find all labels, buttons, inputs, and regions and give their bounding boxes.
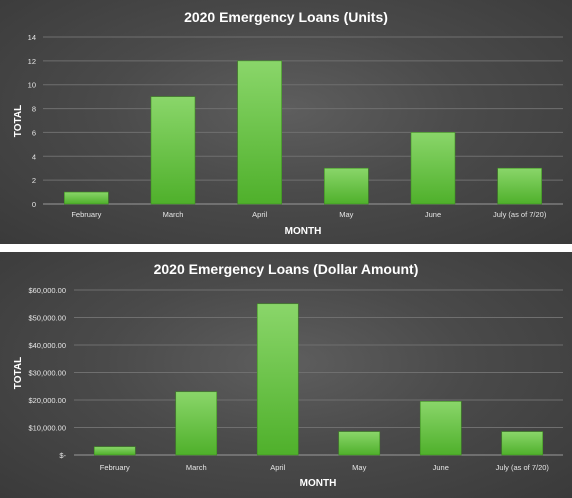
- x-tick-label: February: [100, 463, 130, 472]
- dollar-chart-panel: 2020 Emergency Loans (Dollar Amount) MON…: [0, 252, 572, 498]
- bar: [497, 167, 542, 205]
- x-tick-label: April: [270, 463, 285, 472]
- bar: [338, 431, 381, 456]
- x-tick-label: May: [352, 463, 366, 472]
- x-tick-label: March: [186, 463, 207, 472]
- bar: [237, 60, 282, 205]
- bar: [150, 96, 196, 205]
- bar: [93, 446, 136, 456]
- x-axis-title: MONTH: [300, 478, 337, 489]
- y-tick-label: 4: [32, 152, 36, 161]
- y-tick-label: 6: [32, 128, 36, 137]
- bar: [175, 391, 218, 456]
- y-tick-label: 0: [32, 200, 36, 209]
- x-axis-title: MONTH: [285, 226, 322, 237]
- bar: [419, 401, 462, 456]
- units-chart: 2020 Emergency Loans (Units) MONTH TOTAL…: [13, 9, 563, 237]
- x-tick-label: July (as of 7/20): [496, 463, 550, 472]
- y-tick-label: $-: [59, 451, 66, 460]
- y-tick-label: $40,000.00: [28, 341, 66, 350]
- x-tick-label: February: [71, 210, 101, 219]
- y-tick-label: $20,000.00: [28, 396, 66, 405]
- y-tick-label: 8: [32, 105, 36, 114]
- x-tick-label: March: [163, 210, 184, 219]
- y-tick-label: 2: [32, 176, 36, 185]
- y-axis-title: TOTAL: [13, 357, 24, 389]
- bar: [410, 132, 456, 205]
- bar: [256, 303, 299, 456]
- y-tick-label: $10,000.00: [28, 424, 66, 433]
- bar: [64, 191, 109, 205]
- x-tick-label: June: [433, 463, 449, 472]
- x-tick-label: April: [252, 210, 267, 219]
- y-tick-label: $50,000.00: [28, 314, 66, 323]
- chart-title: 2020 Emergency Loans (Dollar Amount): [154, 261, 419, 277]
- y-tick-label: 10: [28, 81, 36, 90]
- y-tick-label: 12: [28, 57, 36, 66]
- y-axis-title: TOTAL: [13, 105, 24, 137]
- units-chart-panel: 2020 Emergency Loans (Units) MONTH TOTAL…: [0, 0, 572, 244]
- x-tick-label: July (as of 7/20): [493, 210, 547, 219]
- y-tick-label: $30,000.00: [28, 369, 66, 378]
- x-tick-label: June: [425, 210, 441, 219]
- bar: [324, 167, 369, 205]
- bar: [501, 431, 544, 456]
- chart-title: 2020 Emergency Loans (Units): [184, 9, 388, 25]
- dollar-amount-chart: 2020 Emergency Loans (Dollar Amount) MON…: [13, 261, 563, 489]
- x-tick-label: May: [339, 210, 353, 219]
- y-tick-label: $60,000.00: [28, 286, 66, 295]
- y-tick-label: 14: [28, 33, 36, 42]
